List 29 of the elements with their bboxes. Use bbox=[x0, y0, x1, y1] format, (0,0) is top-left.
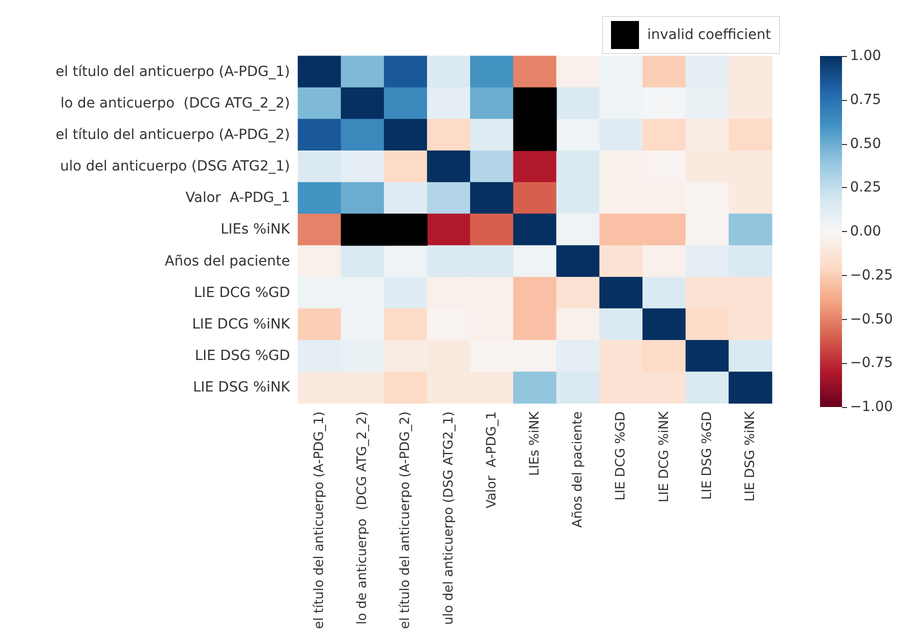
x-tick-label: LIE DSG %iNK bbox=[742, 410, 758, 502]
y-tick-label: LIE DSG %GD bbox=[194, 348, 290, 364]
y-tick-label: LIEs %iNK bbox=[220, 222, 291, 238]
y-tick-label: LIE DCG %iNK bbox=[192, 316, 291, 332]
color-bar-label: 0.75 bbox=[850, 92, 882, 108]
color-bar-label: 0.00 bbox=[850, 224, 882, 240]
y-tick-label: lo de anticuerpo (DCG ATG_2_2) bbox=[60, 95, 290, 112]
color-bar-label: −0.75 bbox=[850, 355, 893, 372]
color-bar-label: 1.00 bbox=[850, 48, 882, 64]
text: invalid coefficient bbox=[647, 27, 771, 43]
x-tick-label: Años del paciente bbox=[570, 411, 586, 528]
y-tick-label: el título del anticuerpo (A-PDG_2) bbox=[56, 126, 290, 143]
color-bar-label: −0.25 bbox=[850, 267, 893, 284]
x-tick-label: LIE DCG %GD bbox=[614, 411, 629, 501]
y-tick-label: LIE DCG %GD bbox=[194, 284, 290, 301]
y-tick-label: Valor A-PDG_1 bbox=[186, 190, 290, 206]
x-tick-label: LIEs %iNK bbox=[528, 410, 542, 476]
y-tick-label: Años del paciente bbox=[164, 253, 290, 270]
y-tick-label: LIE DSG %iNK bbox=[192, 380, 291, 396]
x-tick-label: ulo del anticuerpo (DSG ATG2_1) bbox=[441, 411, 456, 625]
color-bar-label: −0.50 bbox=[850, 311, 893, 328]
x-tick-label: LIE DSG %GD bbox=[700, 411, 715, 500]
color-bar-label: −1.00 bbox=[850, 399, 893, 415]
y-tick-label: el título del anticuerpo (A-PDG_1) bbox=[56, 64, 290, 80]
x-tick-label: Valor A-PDG_1 bbox=[484, 411, 500, 508]
color-bar-label: 0.50 bbox=[850, 136, 882, 152]
x-tick-label: LIE DCG %iNK bbox=[656, 410, 672, 502]
color-bar-label: 0.25 bbox=[850, 180, 882, 196]
y-tick-label: ulo del anticuerpo (DSG ATG2_1) bbox=[60, 158, 290, 175]
